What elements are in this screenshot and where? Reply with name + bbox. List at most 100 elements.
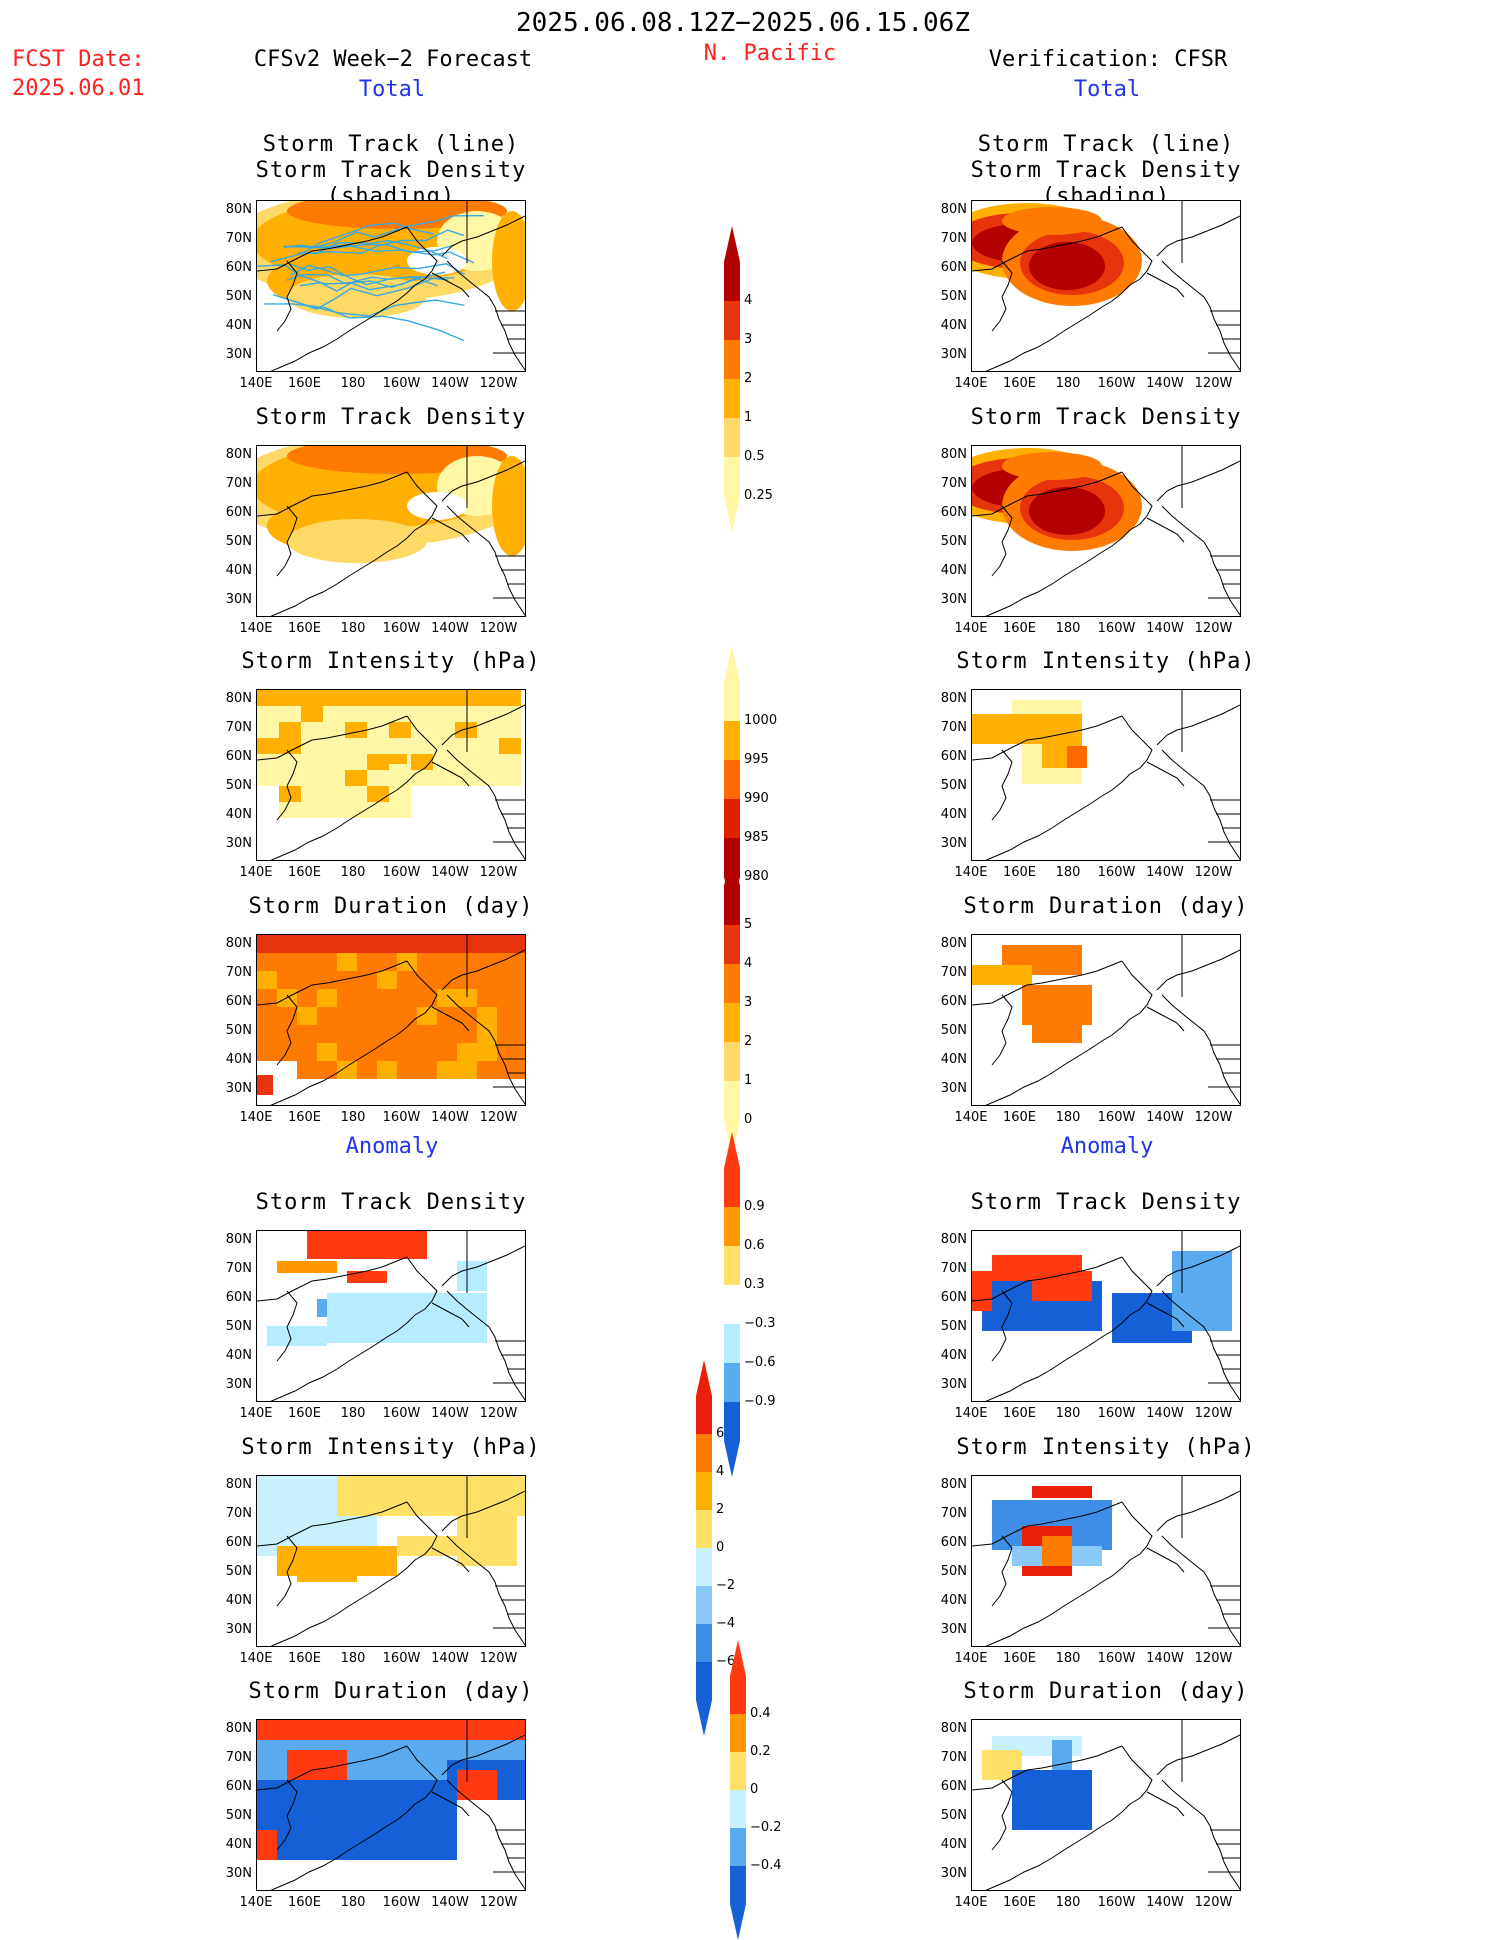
coastline	[257, 471, 408, 517]
forecast-title: CFSv2 Week−2 Forecast	[253, 47, 533, 72]
map-panel: Storm Duration (day) 80N 70N 60N 50N 40N 30N 14…	[941, 1679, 1248, 1910]
field-cell	[347, 1271, 387, 1283]
coastline	[441, 1490, 525, 1532]
coastline	[1156, 704, 1240, 746]
lat-tick-label: 80N	[225, 1232, 252, 1247]
lat-tick-label: 30N	[940, 1081, 967, 1096]
lat-tick-label: 60N	[940, 994, 967, 1009]
lat-tick-label: 50N	[940, 778, 967, 793]
lat-tick-label: 50N	[225, 534, 252, 549]
field-cell	[367, 770, 389, 786]
map-field	[972, 1720, 1240, 1890]
coastline	[276, 1290, 298, 1362]
map-panel: Storm Intensity (hPa) 80N 70N 60N 50N 40N 30N 1…	[226, 649, 540, 880]
lat-tick-label: 80N	[225, 1477, 252, 1492]
coastline	[257, 960, 408, 1006]
lat-tick-label: 50N	[225, 1564, 252, 1579]
lat-tick-label: 50N	[225, 1319, 252, 1334]
field-cell	[367, 754, 389, 770]
lon-tick-label: 160W	[1097, 1110, 1136, 1125]
field-cell	[367, 802, 389, 818]
panel-title: Storm Track Density	[255, 405, 527, 430]
field-cell	[345, 738, 367, 754]
field-cell	[277, 1261, 337, 1273]
field-cell	[337, 1007, 357, 1025]
colorbar-label: 0.6	[744, 1238, 765, 1253]
panel-title: Storm Duration (day)	[248, 1679, 534, 1704]
field-cell	[417, 1007, 437, 1025]
lon-tick-label: 120W	[1194, 1406, 1233, 1421]
field-cell	[297, 935, 317, 953]
lon-tick-label: 120W	[479, 376, 518, 391]
map-panel: Storm Track Density 80N 70N 60N 50N 40N 30N 140…	[941, 405, 1241, 636]
lon-tick-label: 160E	[287, 1895, 322, 1910]
field-cell	[323, 738, 345, 754]
coastline	[972, 226, 1123, 272]
coastline	[270, 960, 438, 1105]
lon-tick-label: 160E	[1002, 1406, 1037, 1421]
field-cell	[417, 971, 437, 989]
lon-tick-label: 160W	[382, 621, 421, 636]
colorbar-top-arrow	[724, 646, 740, 682]
lon-tick-label: 180	[1055, 1895, 1081, 1910]
coastline	[1161, 260, 1240, 371]
lat-tick-label: 70N	[225, 1506, 252, 1521]
coastline	[257, 1745, 408, 1791]
panel-title: Storm Track (line)	[977, 132, 1235, 157]
lon-tick-label: 160W	[382, 1110, 421, 1125]
field-cell	[301, 754, 323, 770]
coastline	[985, 226, 1153, 371]
lat-tick-label: 30N	[940, 1622, 967, 1637]
field-cell	[297, 1061, 317, 1079]
panel-title: Storm Intensity (hPa)	[241, 1435, 541, 1460]
colorbar-swatch	[724, 760, 740, 799]
field-cell	[345, 706, 367, 722]
field-cell	[357, 1061, 377, 1079]
colorbar-density: 4 3 2 1 0.5 0.25	[722, 226, 773, 532]
field-cell	[397, 953, 417, 971]
colorbar-label: −0.3	[744, 1316, 776, 1331]
field-cell	[257, 1476, 337, 1516]
lon-tick-label: 140W	[1146, 865, 1184, 880]
lat-tick-label: 60N	[225, 994, 252, 1009]
colorbar-label: −0.4	[750, 1858, 782, 1873]
field-cell	[357, 971, 377, 989]
lon-tick-label: 120W	[1194, 1110, 1233, 1125]
field-cell	[411, 738, 433, 754]
map-field	[257, 201, 525, 371]
field-cell	[1022, 985, 1092, 1025]
lon-tick-label: 140E	[954, 1110, 988, 1125]
coastline	[985, 471, 1153, 616]
colorbar-label: 0	[744, 1112, 753, 1127]
colorbar-label: 990	[744, 791, 769, 806]
lon-tick-label: 140E	[954, 1895, 988, 1910]
lon-tick-label: 140W	[431, 1651, 469, 1666]
field-cell	[477, 738, 499, 754]
lon-tick-label: 180	[340, 1110, 366, 1125]
coastline	[446, 1290, 525, 1401]
colorbar-label: −2	[716, 1578, 736, 1593]
lat-tick-label: 70N	[225, 231, 252, 246]
lat-tick-label: 50N	[225, 778, 252, 793]
lon-tick-label: 180	[1055, 1406, 1081, 1421]
coastline	[1156, 1490, 1240, 1532]
colorbar-label: 4	[744, 956, 753, 971]
lon-tick-label: 140E	[239, 1406, 273, 1421]
field-cell	[497, 935, 517, 953]
field-cell	[345, 754, 367, 770]
lon-tick-label: 140W	[1146, 621, 1184, 636]
lon-tick-label: 140E	[239, 1895, 273, 1910]
map-frame	[256, 1719, 526, 1891]
coastline	[972, 960, 1123, 1006]
coastline	[985, 1745, 1153, 1890]
lon-tick-label: 140W	[1146, 1895, 1184, 1910]
field-cell	[457, 1025, 477, 1043]
colorbar-bottom-arrow	[696, 1700, 712, 1736]
lon-tick-label: 140E	[954, 1651, 988, 1666]
coastline	[1156, 215, 1240, 257]
lat-tick-label: 70N	[225, 965, 252, 980]
lon-tick-label: 140E	[954, 1406, 988, 1421]
colorbar-label: 0.9	[744, 1199, 765, 1214]
field-cell	[377, 989, 397, 1007]
field-cell	[397, 989, 417, 1007]
